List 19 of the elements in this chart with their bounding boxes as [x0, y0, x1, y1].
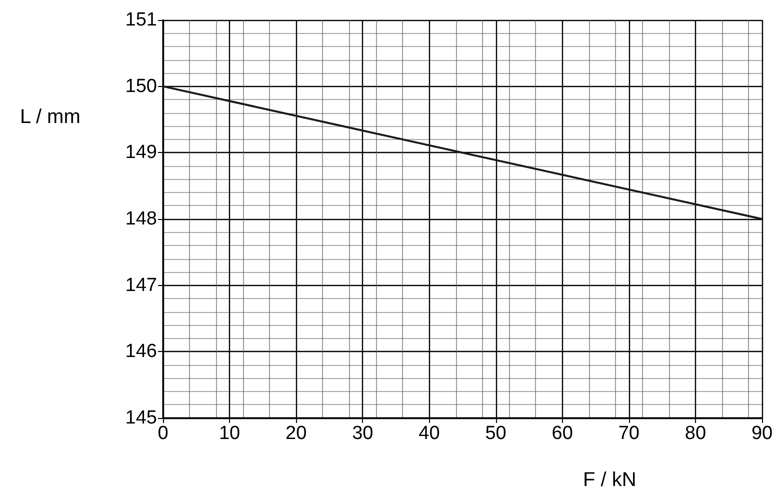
x-tick-label: 10 [218, 423, 240, 444]
y-axis-title: L / mm [20, 106, 80, 128]
y-tick-label: 150 [125, 76, 157, 97]
x-tick-label: 0 [158, 423, 168, 444]
x-tick-label: 30 [352, 423, 374, 444]
x-tick-label: 80 [684, 423, 706, 444]
y-tick-label: 148 [125, 208, 157, 230]
x-tick-label: 60 [552, 423, 573, 444]
y-tick-label: 149 [125, 142, 157, 164]
x-tick-label: 40 [418, 423, 440, 444]
y-tick-label: 151 [125, 10, 157, 30]
y-tick-label: 145 [125, 408, 157, 428]
x-axis-title: F / kN [583, 469, 636, 491]
x-tick-label: 90 [751, 423, 773, 444]
x-tick-label: 70 [618, 423, 640, 444]
x-tick-label: 20 [286, 423, 307, 444]
y-tick-label: 146 [125, 341, 157, 362]
x-tick-label: 50 [485, 423, 506, 444]
y-tick-label: 147 [125, 274, 157, 296]
